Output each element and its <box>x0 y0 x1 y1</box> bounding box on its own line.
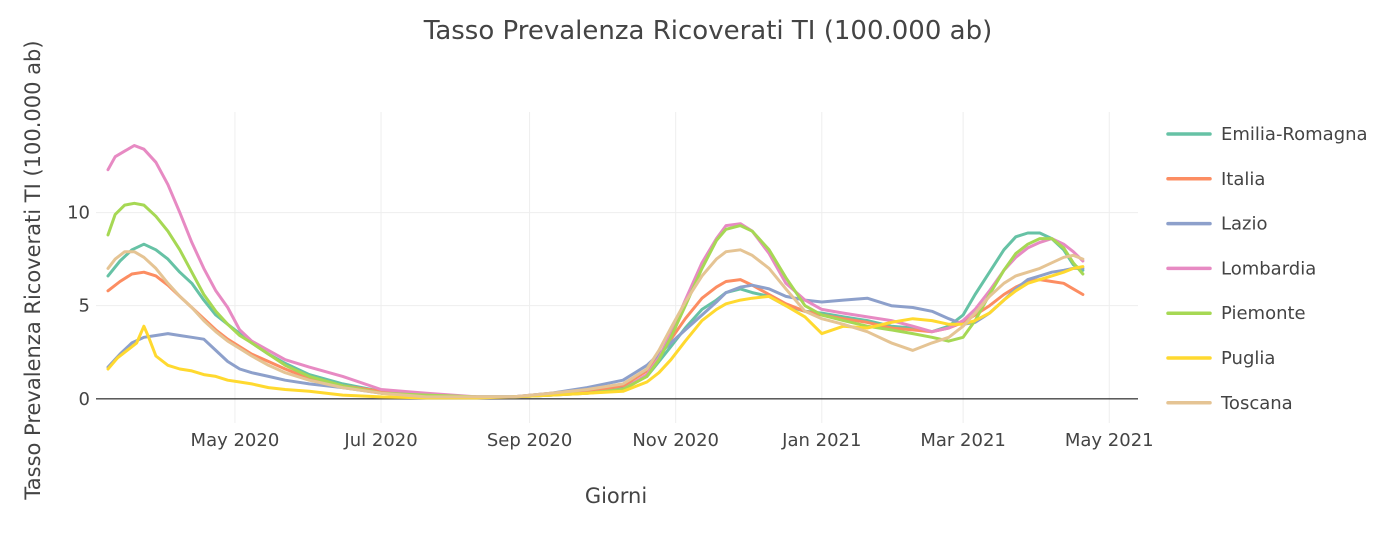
x-tick-label: May 2021 <box>1065 430 1154 451</box>
x-axis-title: Giorni <box>585 484 647 508</box>
x-tick-label: Jan 2021 <box>781 430 861 451</box>
series-line-toscana <box>106 248 1085 399</box>
series-line-lazio <box>106 266 1085 399</box>
x-tick-label: May 2020 <box>191 430 280 451</box>
y-axis-ticks: 0 5 10 <box>67 203 90 410</box>
legend-label: Lazio <box>1221 214 1268 235</box>
legend-label: Emilia-Romagna <box>1221 124 1368 145</box>
x-tick-label: Mar 2021 <box>920 430 1006 451</box>
series-line-piemonte <box>106 201 1085 399</box>
x-tick-label: Sep 2020 <box>487 430 572 451</box>
legend-item-italia[interactable]: Italia <box>1166 169 1265 190</box>
chart-title: Tasso Prevalenza Ricoverati TI (100.000 … <box>423 16 992 46</box>
series-line-lombardia <box>106 144 1085 399</box>
y-axis-title: Tasso Prevalenza Ricoverati TI (100.000 … <box>21 40 45 500</box>
legend-item-lazio[interactable]: Lazio <box>1166 214 1268 235</box>
legend-label: Toscana <box>1220 393 1293 414</box>
legend-label: Piemonte <box>1221 303 1306 324</box>
legend-label: Lombardia <box>1221 258 1316 279</box>
legend-label: Puglia <box>1221 348 1275 369</box>
x-axis-ticks: May 2020 Jul 2020 Sep 2020 Nov 2020 Jan 2021… <box>191 430 1154 451</box>
legend-item-lombardia[interactable]: Lombardia <box>1166 258 1316 279</box>
legend[interactable]: Emilia-Romagna Italia Lazio Lombardia Piemon… <box>1166 124 1368 414</box>
y-tick-label: 10 <box>67 203 90 224</box>
y-tick-label: 0 <box>79 389 90 410</box>
legend-label: Italia <box>1221 169 1265 190</box>
x-tick-label: Nov 2020 <box>632 430 719 451</box>
series-line-puglia <box>106 265 1085 400</box>
legend-item-puglia[interactable]: Puglia <box>1166 348 1275 369</box>
series-group <box>106 144 1085 400</box>
legend-item-emilia-romagna[interactable]: Emilia-Romagna <box>1166 124 1368 145</box>
x-tick-label: Jul 2020 <box>343 430 417 451</box>
y-tick-label: 5 <box>79 296 90 317</box>
series-line-italia <box>106 270 1085 399</box>
gridlines <box>96 112 1138 423</box>
legend-item-toscana[interactable]: Toscana <box>1166 393 1293 414</box>
legend-item-piemonte[interactable]: Piemonte <box>1166 303 1306 324</box>
